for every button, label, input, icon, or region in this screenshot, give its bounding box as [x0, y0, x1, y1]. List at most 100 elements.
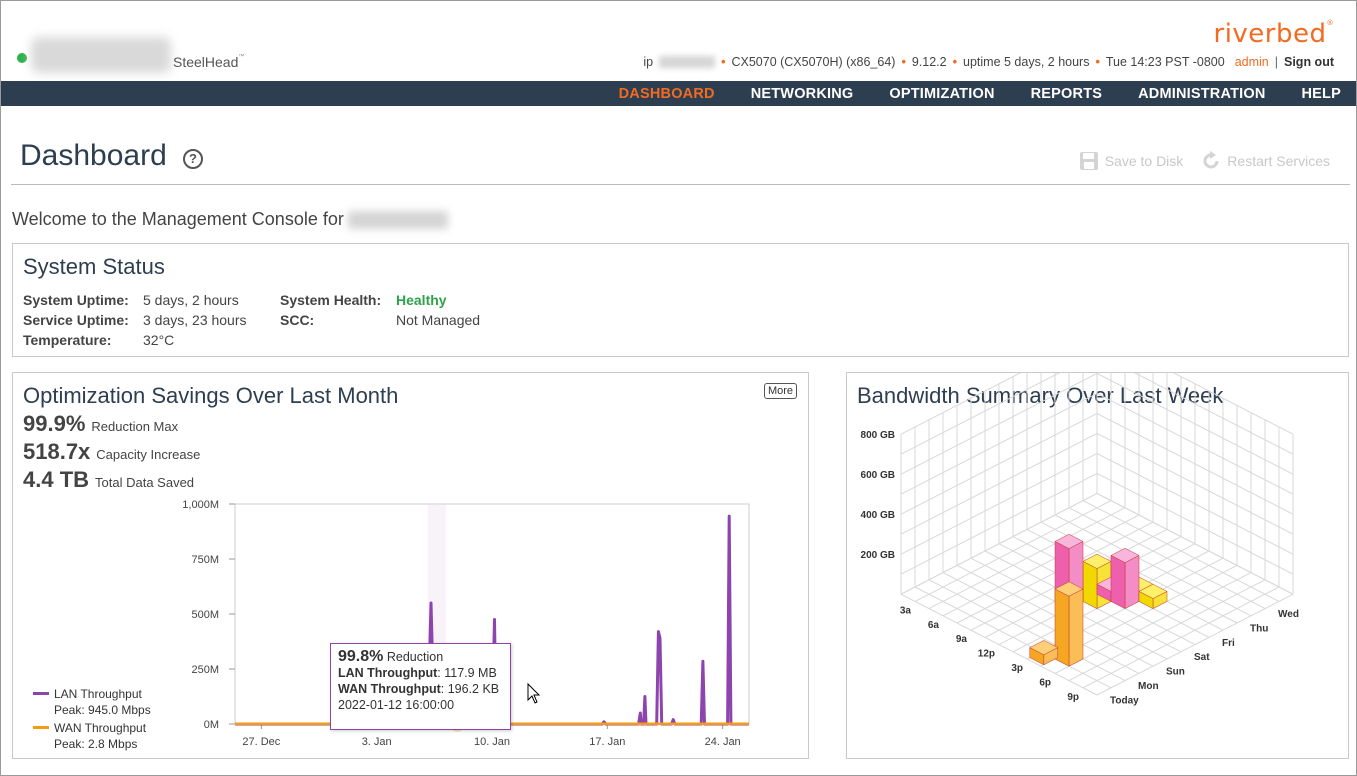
y-tick-label: 500M [191, 609, 219, 621]
wall-grid-line [1096, 392, 1294, 495]
floppy-disk-icon [1079, 152, 1098, 170]
system-health-value: Healthy [396, 292, 447, 308]
title-divider [11, 184, 1350, 185]
nav-help[interactable]: HELP [1301, 85, 1341, 102]
y-tick-label: 1,000M [182, 499, 219, 511]
optimization-savings-panel: 1,000M 750M 500M 250M 0M 27. Dec 3. Jan 10. Jan… [12, 372, 809, 759]
floor-grid-line [1054, 514, 1252, 617]
wall-grid-line [1096, 432, 1294, 535]
floor-grid-line [1082, 500, 1280, 602]
title-actions: Save to Disk Restart Services [1061, 151, 1330, 171]
system-info-bar: ip • CX5070 (CX5070H) (x86_64) • 9.12.2 … [643, 55, 1334, 69]
redacted-ip [659, 56, 716, 68]
hour-label: 9a [956, 634, 968, 645]
kpi-reduction: 99.9% Reduction Max [23, 411, 179, 436]
legend-wan-peak: Peak: 2.8 Mbps [54, 737, 138, 751]
nav-reports[interactable]: REPORTS [1030, 85, 1103, 102]
day-label: Sat [1194, 652, 1210, 663]
kpi-capacity: 518.7x Capacity Increase [23, 439, 201, 464]
chart-legend: LAN Throughput Peak: 945.0 Mbps WAN Thro… [33, 685, 151, 753]
x-tick-label: 10. Jan [474, 736, 510, 748]
wall-grid-line [900, 452, 1098, 555]
x-tick-label: 27. Dec [242, 736, 280, 748]
tooltip-lan-value: : 117.9 MB [437, 666, 497, 680]
nav-administration[interactable]: ADMINISTRATION [1138, 85, 1266, 102]
y-axis-label: 200 GB [861, 550, 895, 561]
tooltip-wan-label: WAN Throughput [338, 682, 441, 696]
bar-top [1054, 581, 1084, 597]
day-label: Sun [1166, 667, 1185, 678]
uptime-text: uptime 5 days, 2 hours [963, 55, 1090, 69]
more-button[interactable]: More [763, 383, 797, 399]
redacted-hostname [31, 37, 171, 73]
service-uptime-value: 3 days, 23 hours [143, 312, 247, 328]
tooltip-reduction-value: 99.8% [338, 648, 384, 665]
top-header: SteelHead™ riverbed® ip • CX5070 (CX5070… [1, 1, 1356, 81]
y-axis-label: 600 GB [861, 470, 895, 481]
system-status-panel: System Status System Uptime: 5 days, 2 h… [12, 243, 1349, 357]
optimization-title: Optimization Savings Over Last Month [23, 383, 399, 408]
day-label: Thu [1250, 623, 1268, 634]
y-axis-label: 400 GB [861, 510, 895, 521]
page-title: Dashboard [20, 139, 167, 172]
help-icon[interactable]: ? [183, 149, 203, 169]
bar-face [1068, 588, 1084, 667]
legend-wan[interactable]: WAN Throughput [33, 719, 151, 736]
floor-grid-line [928, 507, 1126, 610]
bandwidth-summary-panel: Bandwidth Summary Over Last Week 800 GB 6… [846, 372, 1349, 759]
nav-optimization[interactable]: OPTIMIZATION [889, 85, 995, 102]
hour-label: 3a [900, 605, 912, 616]
product-name: SteelHead™ [173, 54, 245, 70]
status-indicator-icon [17, 53, 27, 63]
model-text: CX5070 (CX5070H) (x86_64) [731, 55, 896, 69]
wall-grid-line [900, 392, 1098, 495]
save-to-disk-button[interactable]: Save to Disk [1079, 151, 1184, 171]
y-axis-label: 800 GB [861, 430, 895, 441]
tooltip-lan-label: LAN Throughput [338, 666, 438, 680]
y-tick-label: 750M [191, 554, 219, 566]
save-to-disk-label: Save to Disk [1104, 153, 1184, 169]
legend-lan[interactable]: LAN Throughput [33, 685, 151, 702]
wall-grid-line [1096, 412, 1294, 515]
wall-grid-line [1134, 373, 1294, 455]
temperature-value: 32°C [143, 332, 175, 348]
hour-label: 6p [1039, 677, 1051, 688]
day-label: Mon [1138, 681, 1159, 692]
system-status-title: System Status [23, 254, 165, 279]
main-nav: DASHBOARD NETWORKING OPTIMIZATION REPORTS AD… [1, 81, 1356, 106]
bar-top [1054, 533, 1084, 549]
wall-grid-line [900, 432, 1098, 535]
nav-networking[interactable]: NETWORKING [750, 85, 854, 102]
wall-grid-line [1172, 373, 1294, 435]
system-uptime-label: System Uptime: [23, 292, 129, 308]
redacted-hostname [347, 210, 448, 229]
wall-grid-line [900, 373, 1022, 435]
bar-top [1082, 553, 1112, 569]
floor-grid-line [1068, 507, 1266, 610]
nav-dashboard[interactable]: DASHBOARD [618, 85, 715, 102]
user-link[interactable]: admin [1234, 55, 1269, 69]
tooltip-reduction-label: Reduction [386, 650, 444, 664]
x-tick-label: 24. Jan [705, 736, 741, 748]
wall-grid-line [900, 373, 1060, 455]
bandwidth-3d-chart[interactable]: 800 GB 600 GB 400 GB 200 GB 3a 6a 9a 12p 3p 6p 9p T… [847, 373, 1350, 760]
hour-label: 9p [1067, 692, 1079, 703]
system-uptime-value: 5 days, 2 hours [143, 292, 239, 308]
restart-icon [1203, 151, 1219, 169]
service-uptime-label: Service Uptime: [23, 312, 129, 328]
wall-grid-line [900, 472, 1098, 575]
ip-label: ip [643, 55, 654, 69]
wall-grid-line [900, 412, 1098, 515]
mouse-cursor-icon [527, 682, 541, 704]
welcome-message: Welcome to the Management Console for [12, 209, 448, 230]
tooltip-time: 2022-01-12 16:00:00 [338, 698, 455, 712]
restart-services-button[interactable]: Restart Services [1201, 151, 1330, 171]
legend-lan-peak: Peak: 945.0 Mbps [54, 703, 151, 717]
bar-face [1082, 560, 1098, 610]
wall-grid-line [1096, 452, 1294, 555]
floor-grid-line [914, 500, 1112, 602]
hour-label: 3p [1011, 663, 1023, 674]
version-text: 9.12.2 [911, 55, 947, 69]
kpi-list: 99.9% Reduction Max 518.7x Capacity Incr… [23, 411, 200, 495]
sign-out-link[interactable]: Sign out [1284, 55, 1334, 69]
